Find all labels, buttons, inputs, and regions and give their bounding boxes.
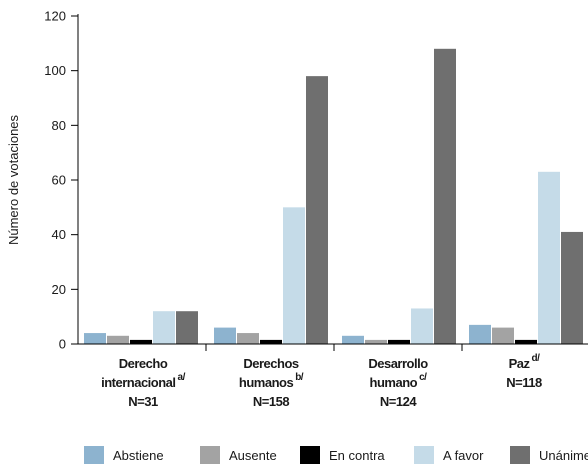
- y-axis: 0 20 40 60 80 100 120: [44, 9, 79, 352]
- bars: [84, 48, 583, 345]
- bar-unánime: [434, 48, 456, 345]
- legend-label: En contra: [329, 448, 385, 463]
- x-category-label: humanos b/: [239, 372, 304, 390]
- legend-swatch: [300, 446, 320, 464]
- bar-en-contra: [130, 339, 152, 344]
- bar-unánime: [561, 231, 583, 344]
- x-category-label: N=118: [506, 375, 542, 390]
- x-category-label: Paz d/: [509, 353, 541, 371]
- y-tick-label: 60: [52, 173, 66, 188]
- x-category-label: internacional a/: [101, 372, 185, 390]
- x-category-label: N=31: [128, 394, 158, 409]
- legend-swatch: [510, 446, 530, 464]
- footnote-marker: b/: [295, 372, 304, 383]
- legend-swatch: [200, 446, 220, 464]
- footnote-marker: a/: [178, 372, 186, 383]
- bar-ausente: [107, 335, 129, 344]
- bar-ausente: [492, 327, 514, 344]
- footnote-marker: d/: [532, 353, 541, 364]
- x-category-label: humano c/: [370, 372, 428, 390]
- bar-ausente: [365, 339, 387, 344]
- bar-en-contra: [260, 339, 282, 344]
- bar-abstiene: [469, 324, 491, 344]
- legend-swatch: [84, 446, 104, 464]
- y-tick-label: 40: [52, 227, 66, 242]
- bar-a-favor: [153, 311, 175, 344]
- legend-label: A favor: [443, 448, 484, 463]
- y-tick-label: 120: [44, 9, 66, 24]
- y-axis-label: Número de votaciones: [6, 114, 21, 245]
- legend-swatch: [414, 446, 434, 464]
- bar-unánime: [176, 311, 198, 344]
- y-tick-label: 80: [52, 118, 66, 133]
- bar-a-favor: [411, 308, 433, 344]
- bar-abstiene: [342, 335, 364, 344]
- x-category-label: Desarrollo: [368, 356, 428, 371]
- bar-a-favor: [283, 207, 305, 344]
- bar-en-contra: [388, 339, 410, 344]
- legend-label: Abstiene: [113, 448, 164, 463]
- x-category-label: Derecho: [119, 356, 168, 371]
- bar-unánime: [306, 76, 328, 344]
- bar-en-contra: [515, 339, 537, 344]
- legend-label: Unánime: [539, 448, 588, 463]
- legend-label: Ausente: [229, 448, 277, 463]
- legend: Abstiene Ausente En contra A favor Unánime: [84, 446, 588, 464]
- x-category-label: N=124: [380, 394, 417, 409]
- y-tick-label: 100: [44, 63, 66, 78]
- footnote-marker: c/: [419, 372, 427, 383]
- y-tick-label: 20: [52, 282, 66, 297]
- bar-a-favor: [538, 171, 560, 344]
- bar-abstiene: [84, 333, 106, 344]
- bar-abstiene: [214, 327, 236, 344]
- y-tick-label: 0: [59, 337, 66, 352]
- bar-ausente: [237, 333, 259, 344]
- x-category-label: N=158: [253, 394, 289, 409]
- x-category-label: Derechos: [243, 356, 299, 371]
